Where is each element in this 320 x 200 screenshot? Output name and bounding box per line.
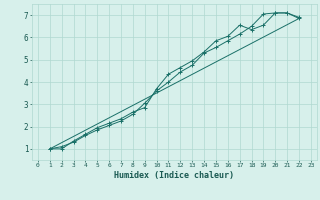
X-axis label: Humidex (Indice chaleur): Humidex (Indice chaleur) [115,171,234,180]
